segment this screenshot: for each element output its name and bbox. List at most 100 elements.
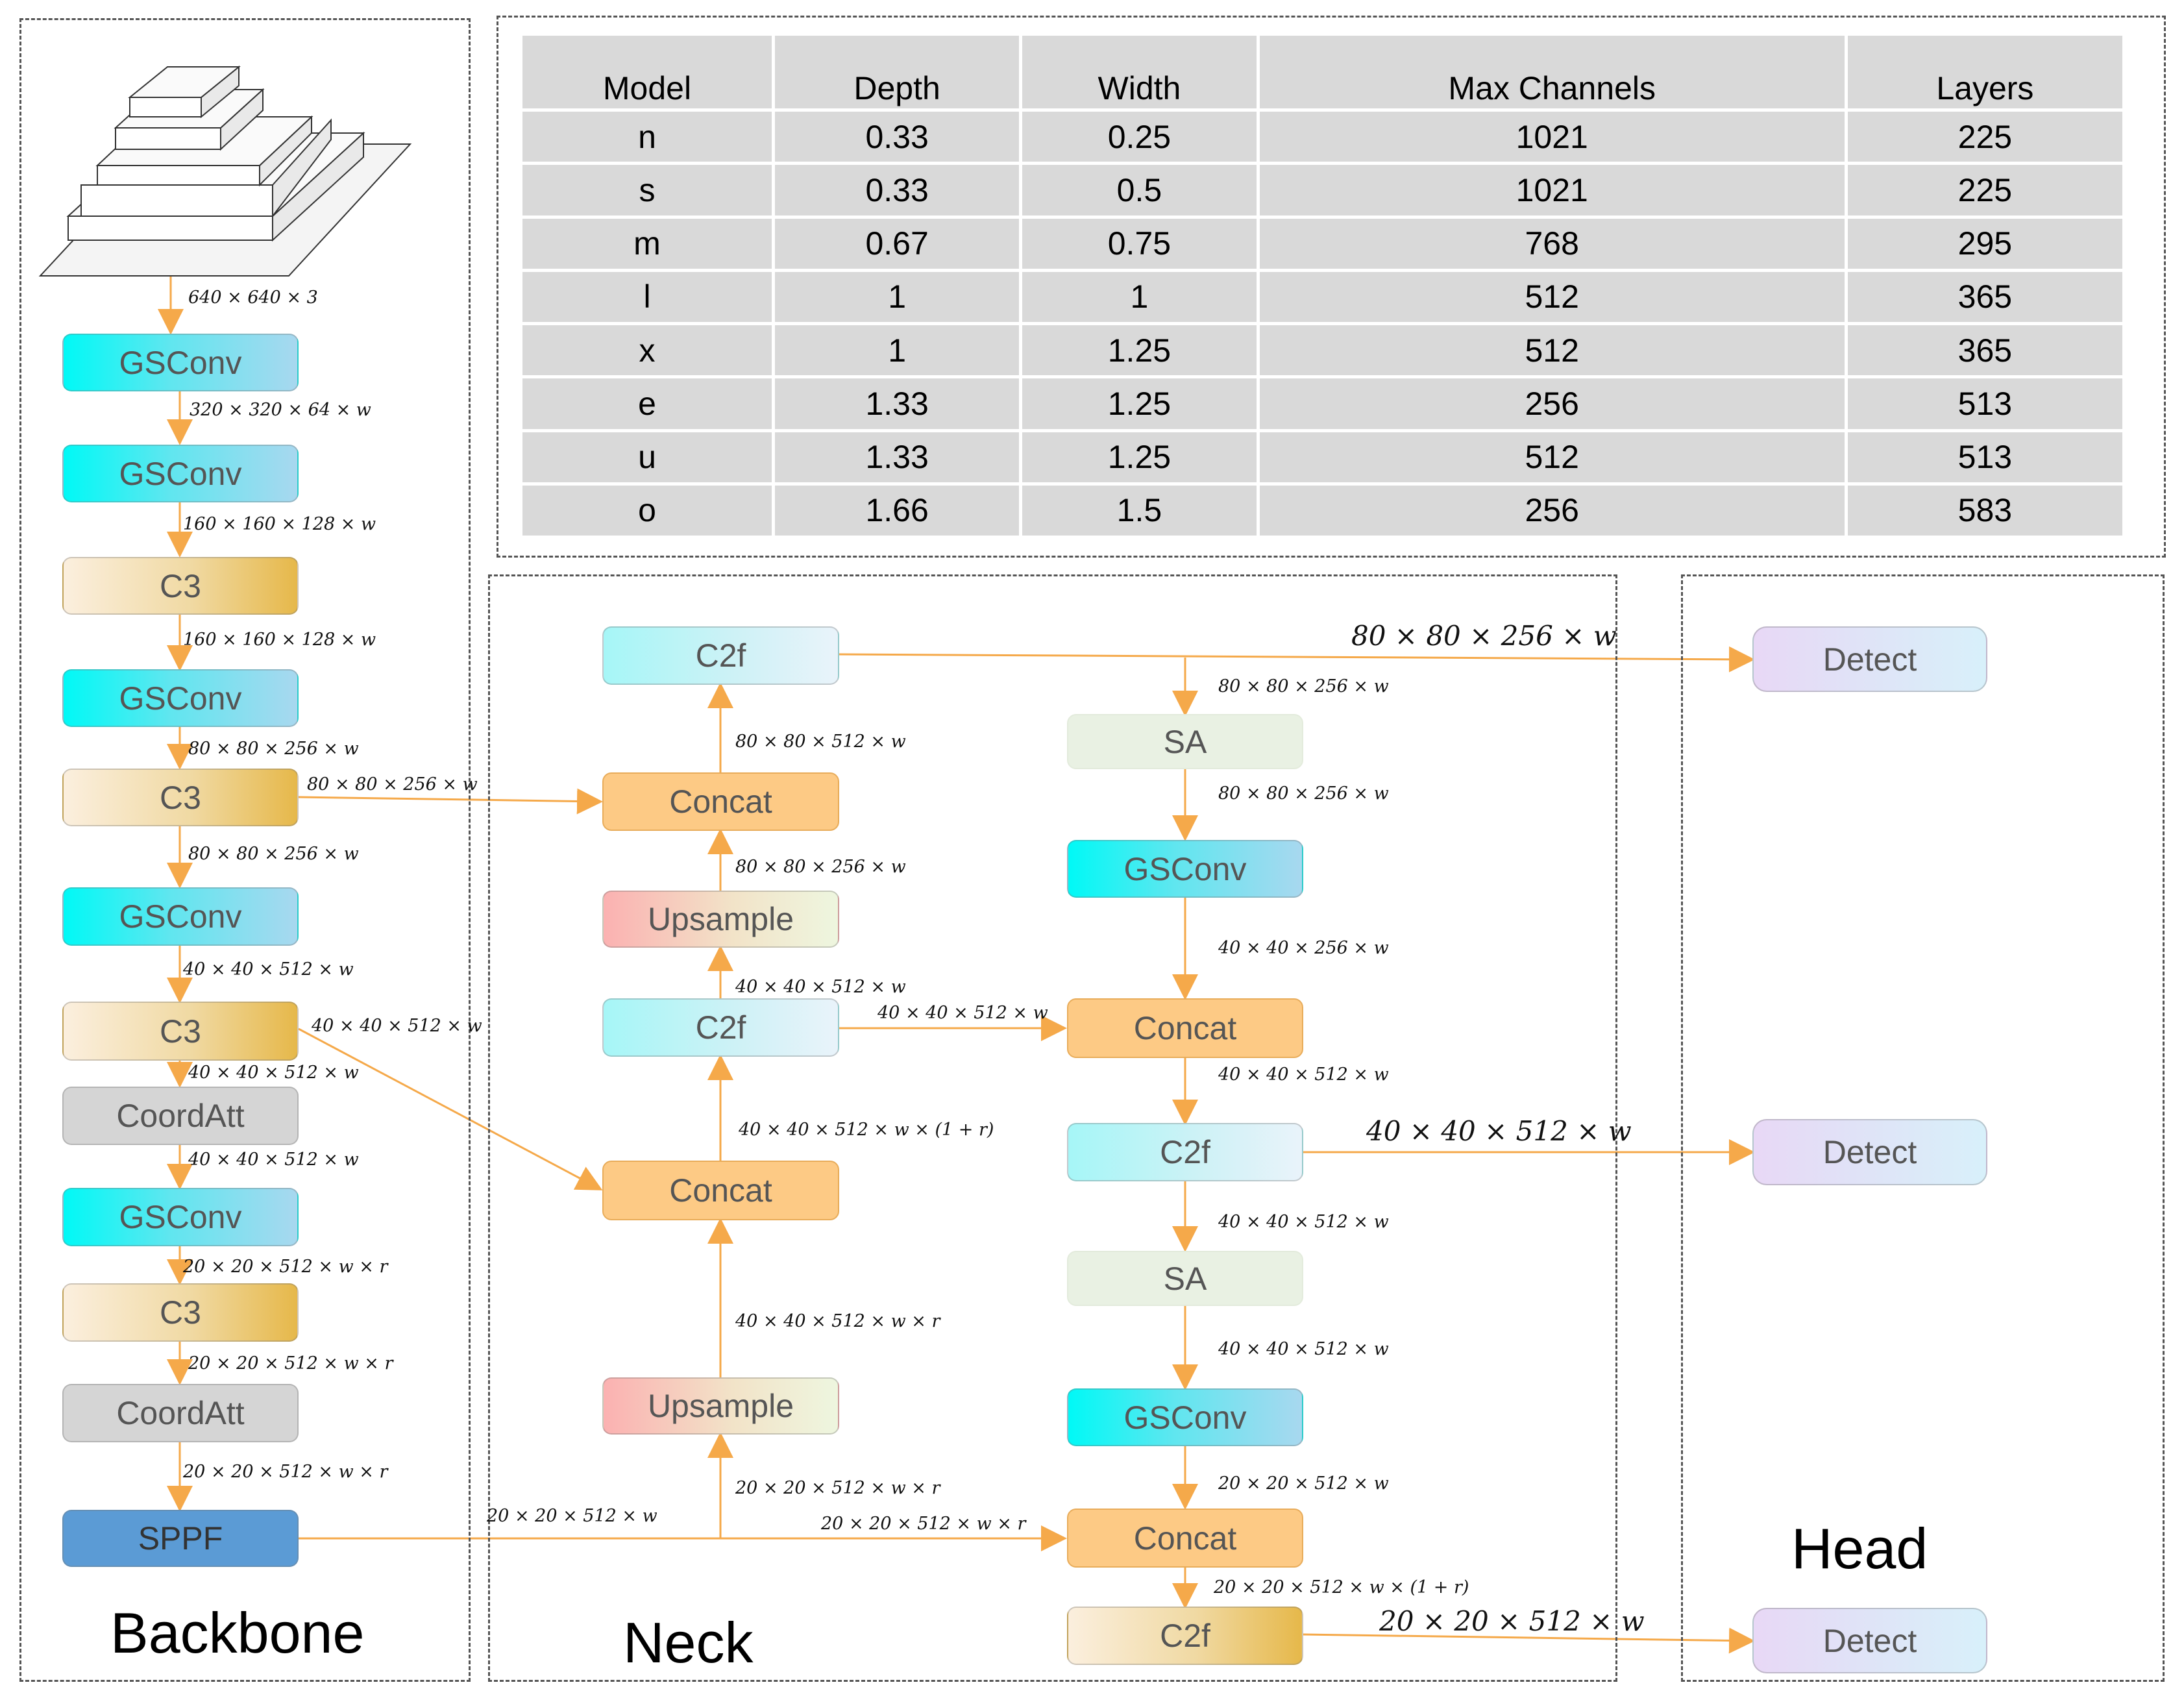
out-label-p5: 20 × 20 × 512 × w [1379,1605,1645,1637]
backbone-label: Backbone [110,1601,365,1665]
cell: 225 [1847,165,2122,216]
bb-gsconv-5: GSConv [62,1188,299,1246]
col-layers: Layers [1847,36,2122,108]
neck-c2f-right-bottom: C2f [1067,1607,1303,1665]
cell: 365 [1847,325,2122,376]
bb-gsconv-2: GSConv [62,445,299,502]
cell: 225 [1847,112,2122,162]
cell: 1.66 [775,485,1020,536]
cell: 295 [1847,218,2122,269]
cell: x [522,325,772,376]
cell: m [522,218,772,269]
bb-edge-label: 160 × 160 × 128 × w [183,514,376,534]
bb-edge-label: 40 × 40 × 512 × w [183,959,354,979]
backbone-region [19,18,471,1682]
head-detect-p3: Detect [1752,626,1987,692]
cell: 1.5 [1022,485,1257,536]
out-label-p3: 80 × 80 × 256 × w [1351,620,1617,652]
neck-edge-label: 20 × 20 × 512 × w × (1 + r) [1214,1577,1469,1597]
cell: 1 [775,271,1020,322]
table-row: x 1 1.25 512 365 [522,325,2122,376]
cell: 1021 [1259,165,1845,216]
cell: 0.33 [775,165,1020,216]
cell: 512 [1259,325,1845,376]
neck-c2f-mid: C2f [602,998,839,1057]
bb-side-label-p4: 40 × 40 × 512 × w [312,1016,482,1036]
col-max-channels: Max Channels [1259,36,1845,108]
cell: 1.33 [775,378,1020,429]
neck-region [488,574,1617,1682]
bb-c3-1: C3 [62,557,299,615]
neck-edge-label: 20 × 20 × 512 × w × r [735,1478,940,1498]
cell: 365 [1847,271,2122,322]
neck-edge-label: 80 × 80 × 256 × w [1218,676,1389,696]
bb-input-label: 640 × 640 × 3 [188,288,318,308]
cell: 1.33 [775,432,1020,482]
cell: 0.5 [1022,165,1257,216]
bb-side-label-sppf: 20 × 20 × 512 × w [487,1506,657,1526]
cell: 1.25 [1022,325,1257,376]
neck-concat-right-bottom: Concat [1067,1509,1303,1568]
bb-sppf: SPPF [62,1510,299,1567]
neck-edge-label: 40 × 40 × 512 × w [1218,1339,1389,1359]
cell: 1 [775,325,1020,376]
cell: 513 [1847,378,2122,429]
cell: 256 [1259,378,1845,429]
neck-edge-label: 80 × 80 × 256 × w [735,857,906,877]
wire-out-p5 [1303,1627,1755,1654]
cell: 1 [1022,271,1257,322]
neck-concat-top: Concat [602,772,839,831]
table-row: u 1.33 1.25 512 513 [522,432,2122,482]
cell: l [522,271,772,322]
cell: o [522,485,772,536]
bb-edge-label: 40 × 40 × 512 × w [188,1150,359,1170]
cell: 1.25 [1022,378,1257,429]
neck-edge-label: 40 × 40 × 512 × w × r [735,1311,940,1331]
neck-sa-top: SA [1067,714,1303,769]
col-width: Width [1022,36,1257,108]
cell: 512 [1259,432,1845,482]
bb-edge-label: 320 × 320 × 64 × w [190,400,371,420]
input-image-stack-icon [38,65,412,277]
cell: 0.67 [775,218,1020,269]
col-depth: Depth [775,36,1020,108]
neck-sa-bottom: SA [1067,1251,1303,1306]
table-header-row: Model Depth Width Max Channels Layers [522,36,2122,108]
neck-edge-label: 80 × 80 × 256 × w [1218,783,1389,804]
neck-upsample-top: Upsample [602,891,839,948]
neck-label: Neck [623,1610,754,1675]
cell: e [522,378,772,429]
cell: 583 [1847,485,2122,536]
wire-c3p3-concat [298,788,603,815]
table-row: l 1 1 512 365 [522,271,2122,322]
wire-out-p3 [839,646,1755,672]
neck-edge-label: 40 × 40 × 512 × w [1218,1065,1389,1085]
neck-upsample-bottom: Upsample [602,1377,839,1435]
head-region [1681,574,2165,1682]
head-detect-p5: Detect [1752,1608,1987,1673]
neck-c2f-top: C2f [602,626,839,685]
bb-c3-4: C3 [62,1283,299,1342]
neck-edge-label: 40 × 40 × 256 × w [1218,938,1389,958]
bb-edge-label: 160 × 160 × 128 × w [183,630,376,650]
bb-edge-label: 80 × 80 × 256 × w [188,739,359,759]
cell: u [522,432,772,482]
cell: 1.25 [1022,432,1257,482]
neck-concat-mid: Concat [602,1161,839,1220]
col-model: Model [522,36,772,108]
bb-side-label-p3: 80 × 80 × 256 × w [307,774,478,795]
head-label: Head [1791,1516,1928,1581]
neck-edge-label: 20 × 20 × 512 × w [1218,1473,1389,1494]
table-row: s 0.33 0.5 1021 225 [522,165,2122,216]
bb-edge-label: 20 × 20 × 512 × w × r [188,1353,393,1374]
neck-edge-label: 20 × 20 × 512 × w × r [821,1514,1026,1534]
cell: 0.33 [775,112,1020,162]
neck-edge-label: 80 × 80 × 512 × w [735,732,906,752]
neck-concat-right-mid: Concat [1067,998,1303,1058]
bb-c3-2: C3 [62,769,299,826]
out-label-p4: 40 × 40 × 512 × w [1366,1115,1632,1147]
neck-gsconv-bottom: GSConv [1067,1388,1303,1446]
